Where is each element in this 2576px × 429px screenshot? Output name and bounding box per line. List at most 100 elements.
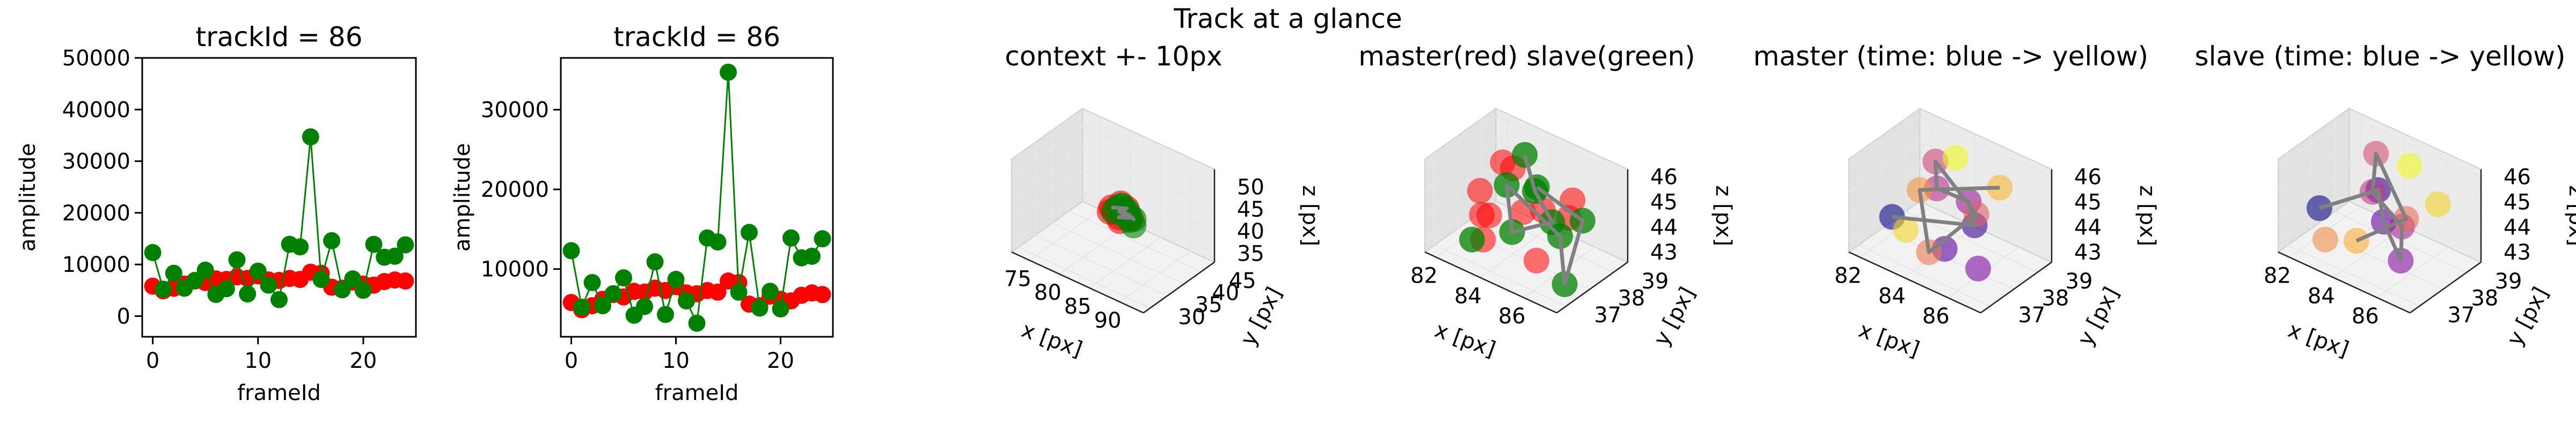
grid-line-x [1947, 154, 2019, 298]
data-point-green [249, 262, 267, 280]
track-path [2318, 152, 2408, 263]
axis-edge [1424, 251, 1557, 314]
axis-edge [1848, 251, 1981, 314]
data-point-green [365, 235, 383, 253]
grid-line-y [1018, 154, 1151, 309]
y-tick-label: 38 [1618, 286, 1645, 310]
grid-line-z [1424, 115, 1628, 177]
grid-line-z [1848, 165, 2052, 228]
panel-title: context +- 10px [1005, 41, 1222, 72]
x-axis-label: x [px] [1018, 317, 1085, 362]
data-point-green [217, 280, 235, 298]
data-point-green [333, 281, 351, 299]
figure-title: Track at a glance [1173, 3, 1402, 34]
track-path [1505, 154, 1585, 286]
data-point-green [196, 261, 214, 279]
data-point-slave-time [2396, 153, 2423, 179]
data-point-green [562, 242, 580, 260]
data-point-green [239, 285, 257, 303]
data-point-green [228, 251, 246, 269]
axis-edge [2278, 251, 2411, 314]
y-tick-label: 37 [1594, 303, 1621, 328]
data-point-master [1476, 202, 1502, 228]
y-tick-label: 20000 [62, 201, 130, 226]
data-point-green [302, 128, 319, 146]
axis-edge [1011, 251, 1144, 314]
grid-line-z [2278, 140, 2482, 203]
x-tick-label: 82 [2264, 263, 2291, 288]
y-tick-label: 10000 [481, 257, 549, 282]
data-point-red [709, 283, 727, 301]
data-point-master-time [1965, 255, 1991, 282]
x-axis-label: frameId [655, 381, 739, 405]
data-point-green [720, 63, 737, 81]
y-tick-label: 20000 [481, 177, 549, 202]
z-tick-label: 43 [1650, 240, 1678, 265]
grid-line-y [1433, 152, 1567, 307]
y-tick-label: 30000 [481, 98, 549, 123]
data-point-master [1523, 248, 1549, 273]
axis-edge [1980, 261, 2052, 314]
data-point-green [155, 280, 172, 298]
x-tick-label: 0 [565, 349, 578, 373]
z-tick-label: 45 [2074, 190, 2102, 215]
data-point-green [814, 230, 831, 248]
grid-line-x [1523, 154, 1596, 298]
data-point-red [814, 286, 831, 304]
z-tick-label: 45 [1237, 197, 1264, 222]
data-point-green [772, 300, 789, 317]
panel-title: trackId = 86 [613, 21, 780, 53]
x-axis-label: frameId [237, 381, 321, 405]
axes-frame [560, 57, 834, 338]
x-tick-label: 85 [1064, 294, 1092, 319]
data-point-green [657, 306, 674, 323]
data-point-green [667, 271, 685, 288]
data-point-slave [1459, 226, 1485, 253]
grid-line-y [2287, 152, 2420, 307]
data-point-green [803, 247, 821, 265]
grid-line-y [1051, 130, 1184, 285]
panel-title: master(red) slave(green) [1358, 41, 1695, 72]
data-point-green [354, 282, 372, 299]
data-point-green [688, 314, 706, 332]
data-point-green [270, 291, 288, 308]
y-tick-label: 50000 [62, 46, 130, 71]
z-tick-label: 46 [2504, 165, 2531, 190]
x-tick-label: 20 [349, 349, 377, 373]
data-point-green [604, 285, 622, 302]
grid-line-z [1011, 147, 1215, 210]
data-point-green [636, 298, 653, 315]
y-tick-label: 45 [1229, 269, 1256, 293]
y-tick-label: 38 [2041, 286, 2069, 310]
x-tick-label: 20 [767, 349, 794, 373]
z-tick-label: 45 [2504, 190, 2531, 215]
data-point-green [573, 299, 590, 316]
grid-line-y [1905, 119, 2038, 273]
z-axis-label: z [px] [1711, 185, 1736, 246]
data-point-green [386, 247, 404, 265]
x-tick-label: 84 [1878, 284, 1906, 308]
panel-title: slave (time: blue -> yellow) [2195, 41, 2566, 72]
data-point-slave-time [2312, 226, 2338, 253]
z-tick-label: 44 [2504, 215, 2531, 240]
grid-line-z [1848, 115, 2052, 177]
y-tick-label: 30 [1178, 305, 1205, 329]
grid-line-z [1424, 140, 1628, 203]
axis-edge [1556, 261, 1628, 314]
z-tick-label: 45 [1650, 190, 1678, 215]
z-tick-label: 44 [2074, 215, 2102, 240]
z-tick-label: 35 [1237, 241, 1264, 266]
data-point-green [762, 283, 779, 300]
data-point-green [741, 224, 758, 241]
x-tick-label: 80 [1034, 280, 1062, 305]
y-tick-label: 39 [1642, 269, 1669, 294]
x-tick-label: 86 [1498, 304, 1526, 329]
panel-title: master (time: blue -> yellow) [1753, 41, 2148, 72]
grid-line-x [2376, 154, 2449, 298]
y-tick-label: 37 [2447, 303, 2475, 328]
x-tick-label: 10 [662, 349, 690, 373]
